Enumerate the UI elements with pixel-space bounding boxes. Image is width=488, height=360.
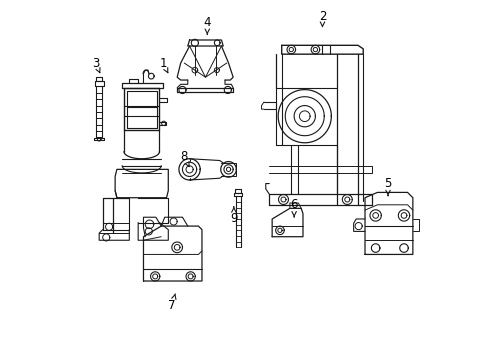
Text: 5: 5 — [384, 177, 391, 195]
Text: 3: 3 — [92, 57, 100, 73]
Text: 9: 9 — [230, 207, 237, 225]
Text: 2: 2 — [318, 10, 325, 27]
Text: 1: 1 — [159, 57, 167, 73]
Text: 4: 4 — [203, 16, 211, 34]
Text: 8: 8 — [180, 150, 189, 167]
Text: 6: 6 — [290, 198, 297, 217]
Text: 7: 7 — [168, 294, 176, 312]
